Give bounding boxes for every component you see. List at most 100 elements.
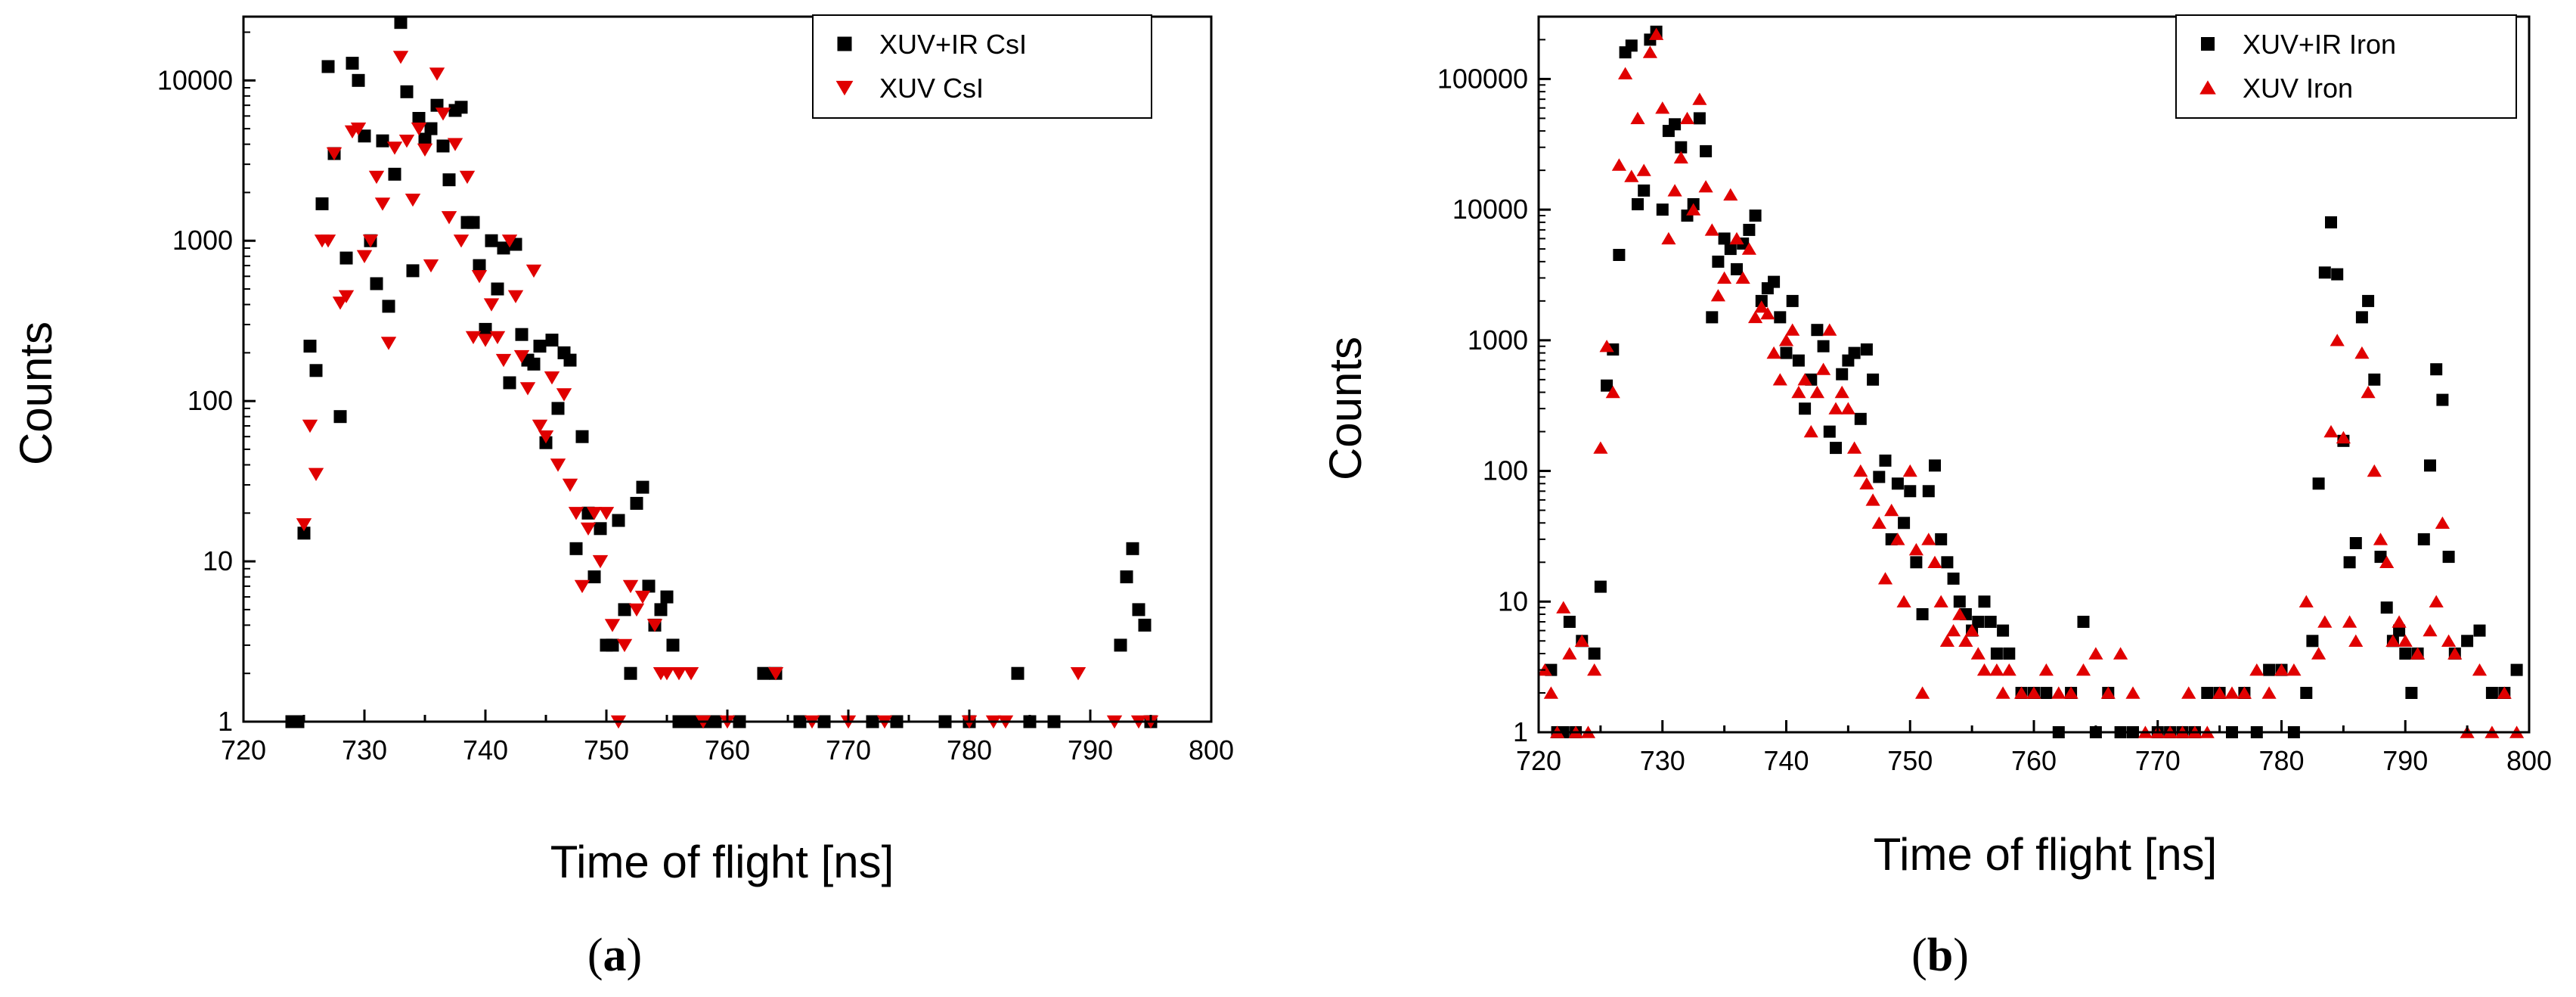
panel-b-data-point — [2312, 477, 2325, 490]
panel-b-data-point — [2003, 648, 2016, 660]
panel-b-data-point — [1848, 346, 1861, 359]
panel-a-data-markers — [285, 16, 1159, 729]
panel-a-data-point — [346, 57, 359, 70]
panel-b-data-point — [1661, 231, 1676, 245]
panel-a-data-point — [568, 507, 584, 520]
panel-b-data-point — [2317, 615, 2333, 628]
panel-b-data-point — [2331, 268, 2344, 281]
panel-a-y-axis-title: Counts — [11, 321, 61, 465]
panel-a-data-point — [532, 419, 548, 433]
panel-b-data-point — [1809, 385, 1824, 399]
panel-b-data-point — [1877, 572, 1893, 585]
panel-b-data-point — [1748, 310, 1763, 324]
panel-b-letter: b — [1927, 930, 1953, 981]
panel-b-data-point — [2330, 334, 2345, 346]
panel-b-data-point — [2473, 624, 2486, 637]
panel-b-data-point — [2342, 615, 2357, 628]
panel-b-x-tick-label: 760 — [2011, 745, 2057, 776]
panel-b-data-point — [1853, 464, 1868, 477]
panel-a-data-point — [551, 402, 565, 415]
panel-b-y-tick-label: 10 — [1498, 585, 1528, 617]
panel-a-data-point — [326, 147, 343, 161]
panel-b-data-point — [1840, 402, 1855, 415]
panel-b-y-tick-label: 1000 — [1468, 325, 1528, 356]
panel-b-data-point — [1916, 608, 1929, 620]
panel-a-data-point — [1120, 570, 1133, 584]
panel-b-legend: XUV+IR Iron XUV Iron — [2175, 14, 2517, 119]
panel-b-x-tick-label: 720 — [1516, 745, 1561, 776]
panel-b-data-point — [2311, 647, 2326, 660]
panel-a-data-point — [483, 298, 500, 312]
panel-a-data-point — [587, 570, 601, 584]
panel-b-data-point — [2318, 266, 2331, 279]
panel-b-data-point — [1958, 634, 1973, 647]
panel-b-data-point — [1847, 441, 1862, 454]
panel-b-data-point — [1593, 441, 1608, 454]
panel-a-legend: XUV+IR CsI XUV CsI — [812, 14, 1152, 119]
panel-b-data-point — [1692, 92, 1707, 105]
panel-b-data-point — [2075, 663, 2091, 676]
panel-b-data-point — [1908, 542, 1923, 556]
panel-b-data-point — [1786, 294, 1799, 307]
panel-a-data-point — [527, 357, 541, 371]
panel-a-x-tick-label: 720 — [221, 735, 266, 766]
panel-b-data-point — [2077, 616, 2090, 628]
panel-b-data-point — [1669, 118, 1682, 131]
panel-a-legend-marker — [837, 36, 852, 51]
panel-b-data-point — [2398, 634, 2413, 647]
panel-b-data-point — [1731, 262, 1743, 275]
panel-b-legend-box — [2175, 14, 2517, 119]
panel-b-data-point — [1693, 112, 1706, 125]
panel-b-data-point — [2362, 294, 2375, 307]
panel-b-data-point — [1749, 210, 1762, 222]
panel-b-data-point — [1625, 39, 1638, 52]
panel-a-data-point — [630, 496, 643, 510]
panel-b-data-point — [2399, 648, 2412, 660]
panel-a-data-point — [350, 123, 367, 136]
panel-b-data-point — [2038, 663, 2054, 676]
panel-a-data-point — [489, 331, 506, 344]
panel-b-data-point — [2380, 601, 2393, 614]
panel-a-data-point — [339, 251, 353, 265]
panel-b-data-point — [1811, 324, 1824, 337]
panel-b-sublabel: (b) — [1911, 930, 1969, 981]
panel-a-data-point — [429, 67, 445, 81]
panel-a-data-point — [376, 134, 389, 148]
panel-a-data-point — [465, 331, 482, 344]
panel-b-data-point — [1667, 184, 1682, 197]
panel-a-data-point — [358, 129, 371, 143]
panel-a-y-tick-label: 10 — [203, 545, 233, 576]
panel-a-data-point — [485, 234, 498, 247]
panel-b-data-point — [2410, 647, 2426, 660]
panel-b-data-point — [1929, 459, 1941, 472]
panel-b-data-point — [1995, 686, 2010, 699]
panel-b-data-point — [1605, 385, 1620, 399]
panel-b-data-point — [2417, 533, 2430, 545]
panel-a-data-point — [642, 579, 656, 593]
panel-a-data-point — [417, 143, 433, 157]
panel-a-data-point — [411, 123, 427, 136]
panel-b-data-point — [1859, 477, 1874, 489]
panel-b-data-point — [2323, 424, 2339, 438]
panel-a-y-tick-label: 1000 — [172, 225, 233, 256]
panel-a-data-point — [368, 170, 385, 185]
panel-b-data-point — [2405, 687, 2418, 699]
panel-a-data-point — [580, 522, 597, 536]
panel-a-data-point — [1138, 618, 1152, 632]
panel-a-x-tick-label: 790 — [1068, 735, 1113, 766]
panel-b-data-point — [1630, 111, 1645, 125]
panel-b-data-point — [2201, 687, 2214, 699]
panel-b-data-point — [2051, 686, 2066, 699]
panel-b-data-point — [1854, 412, 1867, 425]
panel-b-x-tick-label: 780 — [2258, 745, 2304, 776]
panel-a-data-point — [297, 526, 311, 540]
panel-a-data-point — [302, 419, 318, 433]
panel-a-data-point — [453, 234, 470, 248]
panel-b-data-point — [1599, 340, 1614, 353]
panel-a-data-point — [757, 666, 770, 680]
panel-b-data-point — [1873, 471, 1886, 483]
panel-a-data-point — [544, 371, 560, 385]
panel-b-x-tick-label: 800 — [2506, 745, 2552, 776]
panel-b-data-point — [1741, 242, 1756, 255]
panel-b-data-point — [1910, 556, 1923, 569]
